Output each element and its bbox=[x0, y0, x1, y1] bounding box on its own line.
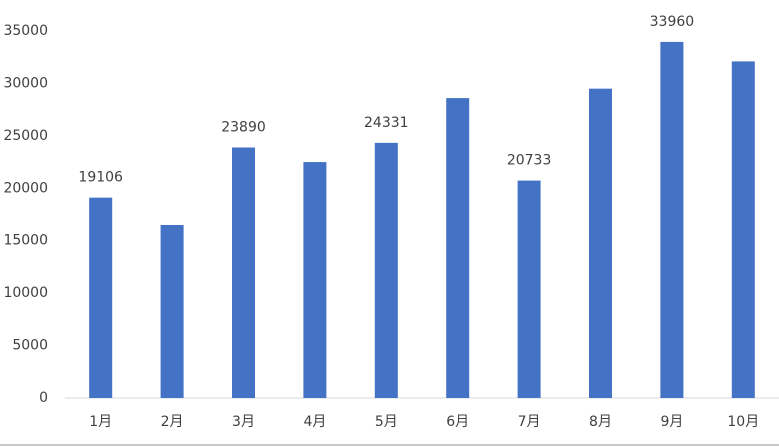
x-tick-label: 10月 bbox=[727, 414, 759, 430]
data-label: 20733 bbox=[507, 153, 552, 169]
x-tick-label: 4月 bbox=[303, 414, 326, 430]
x-tick-label: 1月 bbox=[89, 414, 112, 430]
bar bbox=[374, 142, 398, 398]
x-tick-label: 9月 bbox=[660, 414, 683, 430]
y-tick-label: 20000 bbox=[3, 180, 48, 196]
bar bbox=[303, 162, 327, 398]
data-label: 23890 bbox=[221, 119, 266, 135]
data-label: 19106 bbox=[78, 170, 123, 186]
bar bbox=[446, 98, 470, 398]
y-tick-label: 25000 bbox=[3, 128, 48, 144]
x-tick-label: 8月 bbox=[589, 414, 612, 430]
bar bbox=[660, 41, 684, 398]
y-tick-label: 10000 bbox=[3, 285, 48, 301]
bar bbox=[232, 147, 255, 398]
y-tick-label: 35000 bbox=[3, 23, 48, 39]
bar bbox=[160, 224, 184, 398]
y-tick-label: 15000 bbox=[3, 233, 48, 249]
bar bbox=[517, 180, 541, 398]
bar bbox=[89, 197, 113, 398]
bar bbox=[731, 61, 755, 399]
x-tick-label: 3月 bbox=[232, 414, 255, 430]
y-tick-label: 0 bbox=[39, 390, 48, 406]
x-tick-label: 5月 bbox=[375, 414, 398, 430]
bar bbox=[589, 88, 612, 399]
y-tick-label: 5000 bbox=[12, 338, 48, 354]
x-tick-label: 7月 bbox=[518, 414, 541, 430]
y-tick-label: 30000 bbox=[3, 75, 48, 91]
x-tick-label: 6月 bbox=[446, 414, 469, 430]
data-label: 33960 bbox=[650, 14, 695, 30]
x-tick-label: 2月 bbox=[161, 414, 184, 430]
data-label: 24331 bbox=[364, 115, 409, 131]
